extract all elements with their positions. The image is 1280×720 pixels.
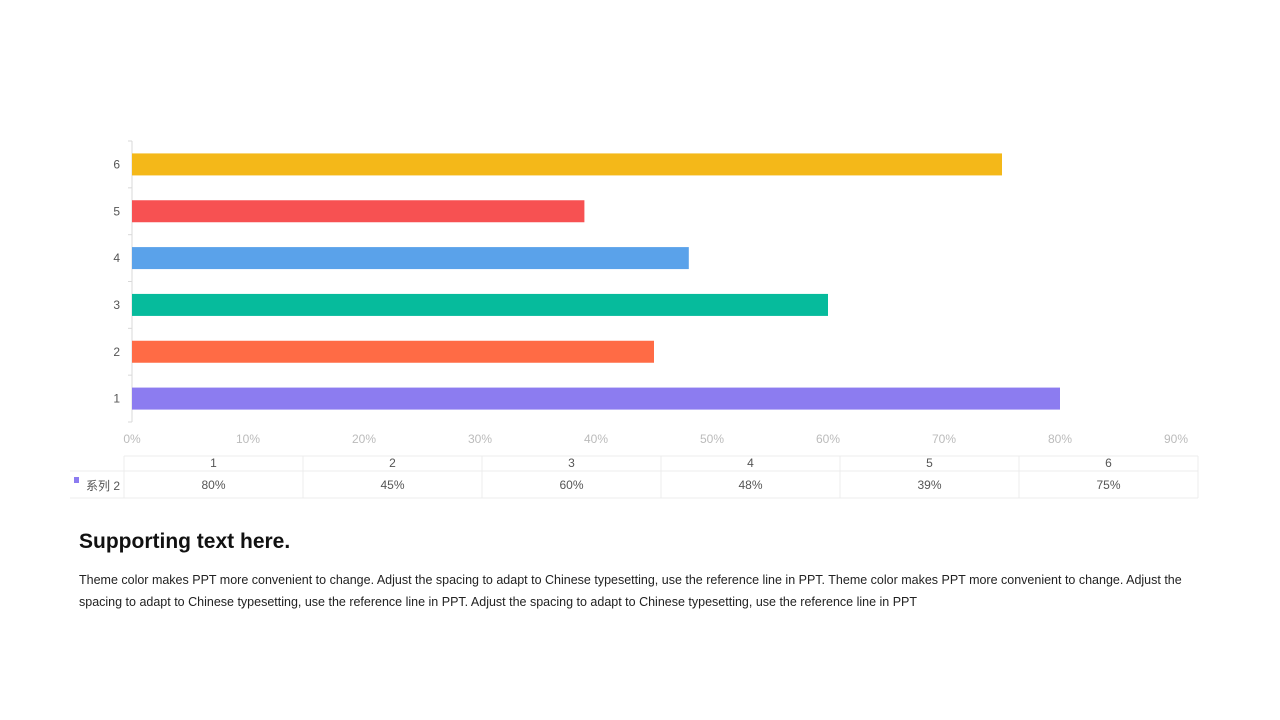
legend-key bbox=[74, 477, 79, 483]
table-value-cell: 80% bbox=[201, 478, 225, 492]
table-value-cell: 39% bbox=[917, 478, 941, 492]
table-value-cell: 75% bbox=[1096, 478, 1120, 492]
table-header-cell: 6 bbox=[1105, 456, 1112, 470]
category-tick-label: 6 bbox=[113, 157, 120, 171]
table-header-cell: 1 bbox=[210, 456, 217, 470]
value-tick-label: 0% bbox=[123, 432, 141, 446]
category-tick-label: 5 bbox=[113, 204, 120, 218]
category-tick-label: 3 bbox=[113, 298, 120, 312]
category-tick-label: 2 bbox=[113, 345, 120, 359]
bar bbox=[132, 340, 654, 363]
supporting-paragraph: Theme color makes PPT more convenient to… bbox=[79, 573, 1182, 609]
bar bbox=[132, 200, 585, 223]
table-value-cell: 60% bbox=[559, 478, 583, 492]
category-tick-label: 4 bbox=[113, 251, 120, 265]
value-tick-label: 50% bbox=[700, 432, 724, 446]
table-value-cell: 48% bbox=[738, 478, 762, 492]
table-row-label: 系列 2 bbox=[86, 479, 120, 493]
bar bbox=[132, 153, 1002, 176]
bar bbox=[132, 293, 828, 316]
supporting-heading: Supporting text here. bbox=[79, 530, 291, 553]
value-tick-label: 80% bbox=[1048, 432, 1072, 446]
table-header-cell: 3 bbox=[568, 456, 575, 470]
category-tick-label: 1 bbox=[113, 392, 120, 406]
table-header-cell: 4 bbox=[747, 456, 754, 470]
table-value-cell: 45% bbox=[380, 478, 404, 492]
table-header-cell: 5 bbox=[926, 456, 933, 470]
value-tick-label: 60% bbox=[816, 432, 840, 446]
bar bbox=[132, 387, 1060, 410]
value-tick-label: 30% bbox=[468, 432, 492, 446]
value-tick-label: 70% bbox=[932, 432, 956, 446]
value-tick-label: 90% bbox=[1164, 432, 1188, 446]
value-tick-label: 20% bbox=[352, 432, 376, 446]
value-tick-label: 40% bbox=[584, 432, 608, 446]
bar bbox=[132, 247, 689, 270]
table-header-cell: 2 bbox=[389, 456, 396, 470]
value-tick-label: 10% bbox=[236, 432, 260, 446]
